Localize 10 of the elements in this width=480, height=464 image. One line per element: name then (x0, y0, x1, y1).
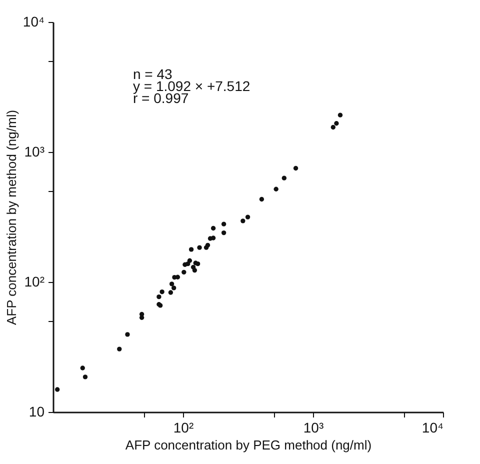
y-tick-label: 10⁴ (22, 14, 44, 30)
x-axis-title: AFP concentration by PEG method (ng/ml) (125, 438, 372, 452)
y-tick-label: 10² (24, 274, 45, 290)
x-tick-label: 10³ (303, 420, 324, 436)
x-tick-label: 10² (173, 420, 194, 436)
annotation: n = 43 (133, 66, 173, 82)
y-tick-label: 10 (28, 404, 45, 420)
y-tick-label: 10³ (24, 144, 45, 160)
y-axis-title: AFP concentration by method (ng/ml) (4, 110, 19, 326)
x-tick-label: 10⁴ (422, 420, 444, 436)
